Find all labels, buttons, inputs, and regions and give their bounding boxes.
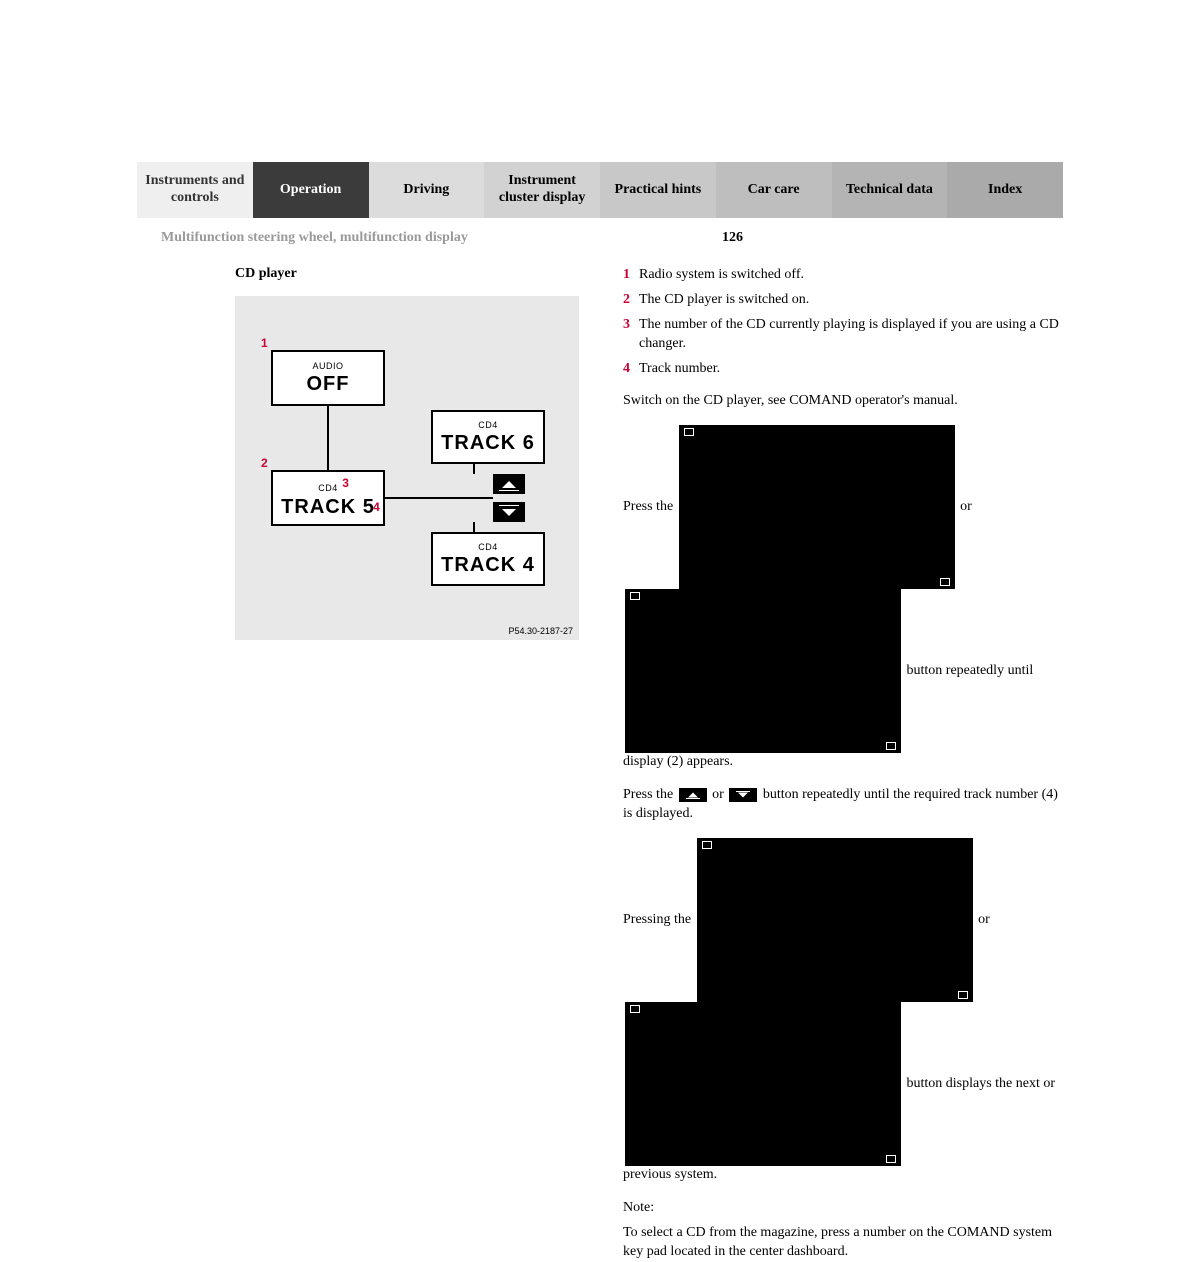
callout-3: 3	[342, 476, 349, 490]
legend-row: 3 The number of the CD currently playing…	[623, 316, 1063, 354]
up-arrow-icon	[679, 788, 707, 802]
tab-label: Operation	[280, 182, 341, 199]
display-big-label: TRACK 4	[441, 554, 535, 577]
cd-player-diagram: 1 AUDIO OFF 2 CD4 3 TRACK 5 4	[235, 296, 579, 640]
display-box-track5: CD4 3 TRACK 5 4	[271, 470, 385, 526]
section-heading: CD player	[235, 266, 597, 282]
display-big-label: OFF	[307, 373, 350, 396]
display-box-track6: CD4 TRACK 6	[431, 410, 545, 464]
legend-text: Track number.	[639, 360, 1063, 379]
tab-car-care[interactable]: Car care	[716, 162, 832, 218]
tab-label: Practical hints	[615, 182, 702, 199]
subheader: Multifunction steering wheel, multifunct…	[137, 230, 1063, 246]
legend-num: 4	[623, 360, 639, 379]
tab-technical-data[interactable]: Technical data	[832, 162, 948, 218]
display-small-label: AUDIO	[312, 361, 343, 371]
note-label: Note:	[623, 1199, 1063, 1218]
tab-label: Driving	[403, 182, 449, 199]
text-fragment: or	[978, 912, 990, 927]
paragraph: Press the or button repeatedly until dis…	[623, 425, 1063, 772]
paragraph: Pressing the or button displays the next…	[623, 838, 1063, 1185]
tab-bar: Instruments and controls Operation Drivi…	[137, 162, 1063, 218]
legend-text: The CD player is switched on.	[639, 291, 1063, 310]
display-small-label: CD4	[478, 420, 498, 430]
up-arrow-icon	[493, 474, 525, 494]
tab-operation[interactable]: Operation	[253, 162, 369, 218]
text-fragment: Press the	[623, 787, 677, 802]
tab-label: Car care	[748, 182, 800, 199]
callout-2: 2	[261, 456, 268, 470]
tab-index[interactable]: Index	[947, 162, 1063, 218]
tab-label: Index	[988, 182, 1022, 199]
tab-driving[interactable]: Driving	[369, 162, 485, 218]
page-next-icon	[625, 589, 901, 753]
legend-row: 2 The CD player is switched on.	[623, 291, 1063, 310]
callout-1: 1	[261, 336, 268, 350]
tab-instrument-cluster-display[interactable]: Instrument cluster display	[484, 162, 600, 218]
display-box-track4: CD4 TRACK 4	[431, 532, 545, 586]
legend-row: 1 Radio system is switched off.	[623, 266, 1063, 285]
display-big-label: TRACK 6	[441, 432, 535, 455]
tab-label: Technical data	[846, 182, 933, 199]
tab-practical-hints[interactable]: Practical hints	[600, 162, 716, 218]
page-prev-icon	[697, 838, 973, 1002]
page-prev-icon	[679, 425, 955, 589]
tab-instruments-and-controls[interactable]: Instruments and controls	[137, 162, 253, 218]
legend-text: The number of the CD currently playing i…	[639, 316, 1063, 354]
diagram-code: P54.30-2187-27	[508, 626, 573, 636]
tab-label: Instrument cluster display	[490, 173, 594, 207]
legend-row: 4 Track number.	[623, 360, 1063, 379]
callout-4: 4	[373, 500, 380, 514]
tab-label: Instruments and controls	[143, 173, 247, 207]
legend-num: 3	[623, 316, 639, 354]
paragraph: Press the or button repeatedly until the…	[623, 786, 1063, 824]
legend-num: 1	[623, 266, 639, 285]
display-box-audio-off: AUDIO OFF	[271, 350, 385, 406]
note-text: To select a CD from the magazine, press …	[623, 1224, 1063, 1262]
display-small-label: CD4	[478, 542, 498, 552]
paragraph: Switch on the CD player, see COMAND oper…	[623, 392, 1063, 411]
text-fragment: Pressing the	[623, 912, 695, 927]
page-number: 126	[722, 230, 743, 246]
text-fragment: or	[960, 500, 972, 515]
display-small-label: CD4	[318, 483, 338, 493]
display-big-label: TRACK 5	[281, 496, 375, 518]
text-fragment: or	[712, 787, 727, 802]
legend-num: 2	[623, 291, 639, 310]
legend-text: Radio system is switched off.	[639, 266, 1063, 285]
down-arrow-icon	[729, 788, 757, 802]
text-fragment: Press the	[623, 500, 677, 515]
subheader-title: Multifunction steering wheel, multifunct…	[161, 230, 468, 246]
down-arrow-icon	[493, 502, 525, 522]
page-next-icon	[625, 1002, 901, 1166]
